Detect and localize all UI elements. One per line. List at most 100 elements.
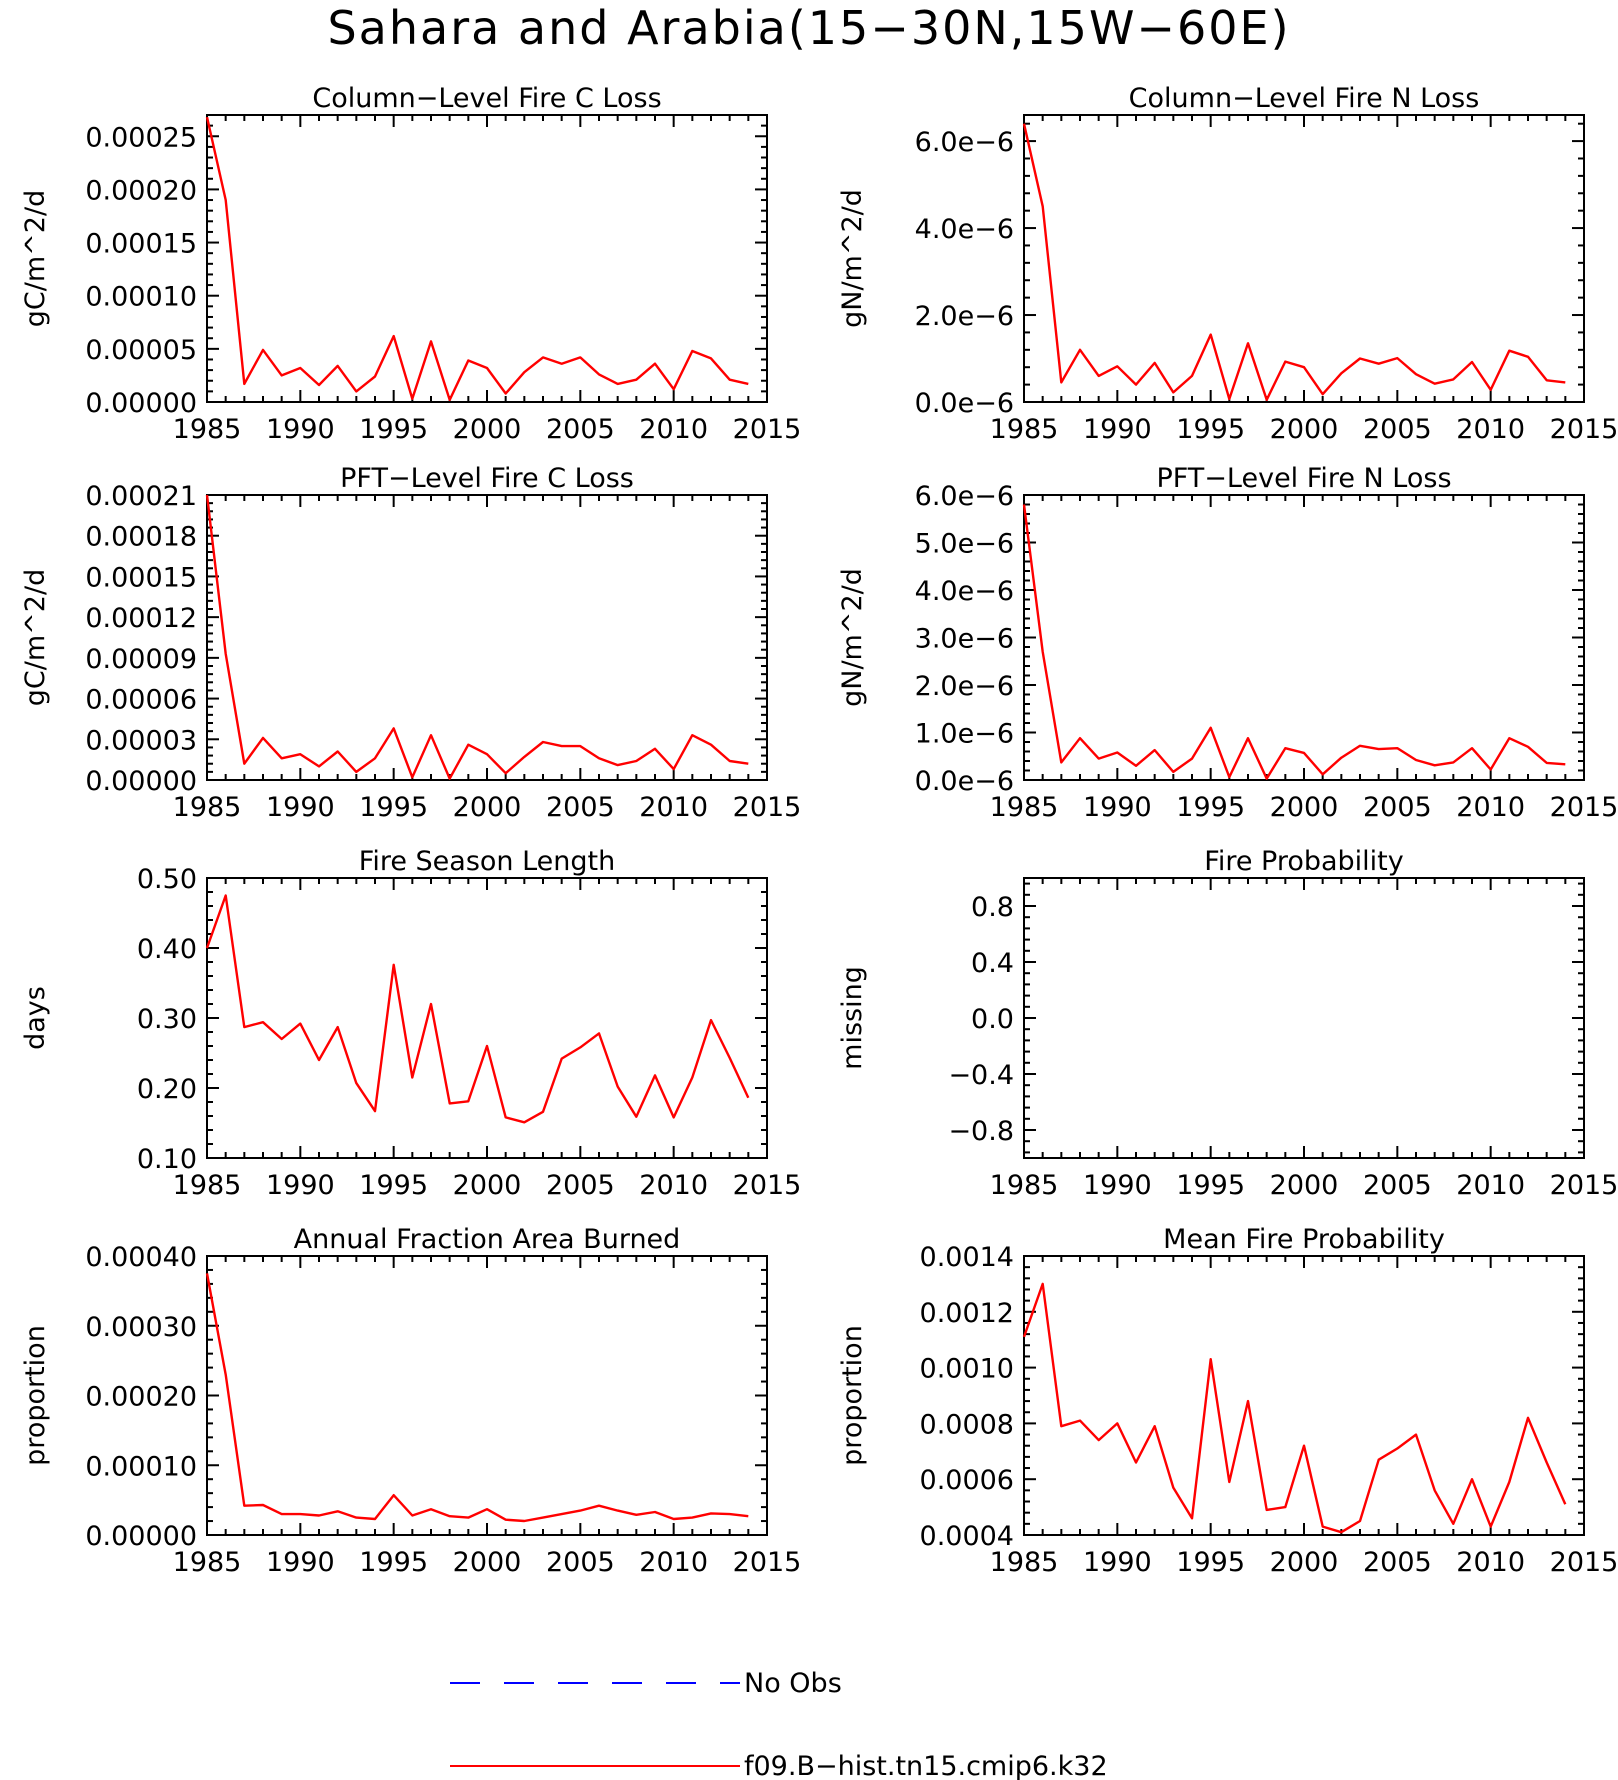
panel-fire-probability-xtick-label: 2010 xyxy=(1456,1170,1525,1201)
panel-column-level-fire-n-loss-xtick-label: 2005 xyxy=(1363,414,1432,445)
panel-fire-probability-xtick-label: 2000 xyxy=(1270,1170,1339,1201)
panel-fire-probability-xtick-label: 1995 xyxy=(1176,1170,1245,1201)
panel-pft-level-fire-n-loss-xtick-label: 2000 xyxy=(1270,792,1339,823)
panel-annual-fraction-area-burned-xtick-label: 2005 xyxy=(546,1547,615,1578)
panel-column-level-fire-n-loss-xtick-label: 1985 xyxy=(990,414,1059,445)
panel-annual-fraction-area-burned-plot-frame xyxy=(206,1255,768,1536)
panel-pft-level-fire-n-loss-ytick-label: 6.0e−6 xyxy=(915,481,1014,512)
panel-fire-season-length-ytick-label: 0.40 xyxy=(137,934,197,965)
panel-column-level-fire-n-loss-xtick-label: 2010 xyxy=(1456,414,1525,445)
panel-pft-level-fire-c-loss-xtick-label: 1990 xyxy=(266,792,335,823)
panel-column-level-fire-c-loss-ytick-label: 0.00005 xyxy=(85,335,197,366)
panel-mean-fire-probability-ylabel: proportion xyxy=(837,1325,868,1466)
panel-column-level-fire-c-loss-title: Column−Level Fire C Loss xyxy=(312,83,661,114)
panel-pft-level-fire-c-loss-ytick-label: 0.00000 xyxy=(85,766,197,797)
panel-pft-level-fire-c-loss-ylabel: gC/m^2/d xyxy=(20,569,51,706)
panel-pft-level-fire-c-loss-ytick-label: 0.00006 xyxy=(85,685,197,716)
panel-column-level-fire-c-loss-ytick-label: 0.00010 xyxy=(85,282,197,313)
panel-pft-level-fire-n-loss: PFT−Level Fire N Loss gN/m^2/d 1985 1990 199… xyxy=(837,463,1618,823)
panel-column-level-fire-c-loss-xtick-label: 2005 xyxy=(546,414,615,445)
panel-fire-season-length-title: Fire Season Length xyxy=(359,846,615,877)
panel-pft-level-fire-n-loss-xtick-label: 1995 xyxy=(1176,792,1245,823)
panel-mean-fire-probability-xtick-label: 2010 xyxy=(1456,1547,1525,1578)
panel-annual-fraction-area-burned-xtick-label: 1990 xyxy=(266,1547,335,1578)
panel-fire-season-length: Fire Season Length days 1985 1990 1995 2000 20… xyxy=(20,846,801,1201)
panel-annual-fraction-area-burned-ytick-label: 0.00000 xyxy=(85,1521,197,1552)
panel-column-level-fire-c-loss-xtick-label: 1990 xyxy=(266,414,335,445)
panel-pft-level-fire-n-loss-ytick-label: 1.0e−6 xyxy=(915,719,1014,750)
panel-column-level-fire-c-loss: Column−Level Fire C Loss gC/m^2/d 1985 1990… xyxy=(20,83,801,445)
panel-pft-level-fire-n-loss-ytick-label: 2.0e−6 xyxy=(915,671,1014,702)
panels: Column−Level Fire C Loss gC/m^2/d 1985 1990… xyxy=(20,83,1618,1578)
panel-fire-probability-xtick-label: 1990 xyxy=(1083,1170,1152,1201)
panel-column-level-fire-c-loss-ylabel: gC/m^2/d xyxy=(20,190,51,327)
panel-pft-level-fire-n-loss-xtick-label: 2010 xyxy=(1456,792,1525,823)
panel-pft-level-fire-n-loss-xtick-label: 2015 xyxy=(1550,792,1618,823)
panel-mean-fire-probability-ytick-label: 0.0014 xyxy=(920,1242,1014,1273)
legend: No Obs f09.B−hist.tn15.cmip6.k32 xyxy=(450,1668,1108,1780)
panel-fire-season-length-plot-frame xyxy=(206,877,768,1159)
panel-mean-fire-probability-xtick-label: 2015 xyxy=(1550,1547,1618,1578)
panel-column-level-fire-c-loss-plot-frame xyxy=(206,114,768,403)
panel-fire-season-length-ytick-label: 0.30 xyxy=(137,1004,197,1035)
panel-pft-level-fire-c-loss-ytick-label: 0.00015 xyxy=(85,562,197,593)
panel-column-level-fire-c-loss-xtick-label: 1995 xyxy=(359,414,428,445)
panel-column-level-fire-n-loss-xtick-label: 1990 xyxy=(1083,414,1152,445)
panel-pft-level-fire-n-loss-ylabel: gN/m^2/d xyxy=(837,568,868,707)
panel-annual-fraction-area-burned-ytick-label: 0.00010 xyxy=(85,1451,197,1482)
panel-mean-fire-probability-xtick-label: 1995 xyxy=(1176,1547,1245,1578)
panel-mean-fire-probability-ytick-label: 0.0012 xyxy=(920,1298,1014,1329)
panel-mean-fire-probability-series-line xyxy=(1022,1282,1567,1534)
panel-pft-level-fire-n-loss-xtick-label: 2005 xyxy=(1363,792,1432,823)
panel-fire-season-length-xtick-label: 1995 xyxy=(359,1170,428,1201)
panel-annual-fraction-area-burned-ylabel: proportion xyxy=(20,1325,51,1466)
panel-column-level-fire-n-loss: Column−Level Fire N Loss gN/m^2/d 1985 1990… xyxy=(837,83,1618,445)
panel-annual-fraction-area-burned-xtick-label: 1995 xyxy=(359,1547,428,1578)
panel-column-level-fire-n-loss-ytick-label: 2.0e−6 xyxy=(915,301,1014,332)
panel-fire-probability-ytick-label: −0.4 xyxy=(948,1060,1014,1091)
panel-fire-season-length-xtick-label: 1985 xyxy=(173,1170,242,1201)
panel-fire-probability-plot-frame xyxy=(1023,877,1585,1159)
panel-pft-level-fire-c-loss-ytick-label: 0.00009 xyxy=(85,644,197,675)
panel-column-level-fire-n-loss-series-line xyxy=(1022,123,1566,401)
panel-fire-probability-xtick-label: 2015 xyxy=(1550,1170,1618,1201)
legend-label-model: f09.B−hist.tn15.cmip6.k32 xyxy=(744,1751,1108,1780)
panel-pft-level-fire-c-loss: PFT−Level Fire C Loss gC/m^2/d 1985 1990 199… xyxy=(20,463,801,823)
panel-fire-season-length-series-line xyxy=(205,894,750,1124)
panel-pft-level-fire-c-loss-xtick-label: 2000 xyxy=(453,792,522,823)
panel-fire-probability-ytick-label: 0.4 xyxy=(971,948,1014,979)
panel-fire-probability-xtick-label: 1985 xyxy=(990,1170,1059,1201)
panel-column-level-fire-n-loss-ytick-label: 0.0e−6 xyxy=(915,388,1014,419)
panel-fire-season-length-ytick-label: 0.20 xyxy=(137,1074,197,1105)
panel-fire-season-length-ytick-label: 0.50 xyxy=(137,864,197,895)
panel-mean-fire-probability-ytick-label: 0.0010 xyxy=(920,1354,1014,1385)
panel-column-level-fire-c-loss-xtick-label: 2000 xyxy=(453,414,522,445)
panel-column-level-fire-n-loss-xtick-label: 2015 xyxy=(1550,414,1618,445)
panel-pft-level-fire-n-loss-title: PFT−Level Fire N Loss xyxy=(1156,463,1451,494)
panel-annual-fraction-area-burned-xtick-label: 2000 xyxy=(453,1547,522,1578)
panel-column-level-fire-n-loss-ytick-label: 6.0e−6 xyxy=(915,127,1014,158)
panel-annual-fraction-area-burned-ytick-label: 0.00030 xyxy=(85,1312,197,1343)
panel-column-level-fire-c-loss-ytick-label: 0.00015 xyxy=(85,229,197,260)
panel-annual-fraction-area-burned: Annual Fraction Area Burned proportion 198… xyxy=(20,1224,801,1578)
panel-mean-fire-probability-xtick-label: 2000 xyxy=(1270,1547,1339,1578)
panel-annual-fraction-area-burned-ytick-label: 0.00020 xyxy=(85,1382,197,1413)
panel-pft-level-fire-c-loss-title: PFT−Level Fire C Loss xyxy=(340,463,634,494)
panel-pft-level-fire-n-loss-plot-frame xyxy=(1023,494,1585,781)
panel-annual-fraction-area-burned-xtick-label: 2015 xyxy=(733,1547,802,1578)
panel-pft-level-fire-n-loss-xtick-label: 1985 xyxy=(990,792,1059,823)
panel-fire-probability-ytick-label: 0.8 xyxy=(971,892,1014,923)
panel-pft-level-fire-c-loss-xtick-label: 2005 xyxy=(546,792,615,823)
panel-annual-fraction-area-burned-title: Annual Fraction Area Burned xyxy=(294,1224,681,1255)
panel-mean-fire-probability-plot-frame xyxy=(1023,1255,1585,1536)
panel-pft-level-fire-n-loss-ytick-label: 4.0e−6 xyxy=(915,576,1014,607)
panel-annual-fraction-area-burned-xtick-label: 1985 xyxy=(173,1547,242,1578)
panel-pft-level-fire-c-loss-xtick-label: 1995 xyxy=(359,792,428,823)
panel-column-level-fire-n-loss-xtick-label: 1995 xyxy=(1176,414,1245,445)
panel-column-level-fire-c-loss-series-line xyxy=(205,116,749,402)
panel-mean-fire-probability-xtick-label: 1990 xyxy=(1083,1547,1152,1578)
panel-fire-probability-ytick-label: 0.0 xyxy=(971,1004,1014,1035)
panel-mean-fire-probability-xtick-label: 2005 xyxy=(1363,1547,1432,1578)
panel-column-level-fire-n-loss-ylabel: gN/m^2/d xyxy=(837,189,868,328)
panel-column-level-fire-c-loss-xtick-label: 2010 xyxy=(639,414,708,445)
